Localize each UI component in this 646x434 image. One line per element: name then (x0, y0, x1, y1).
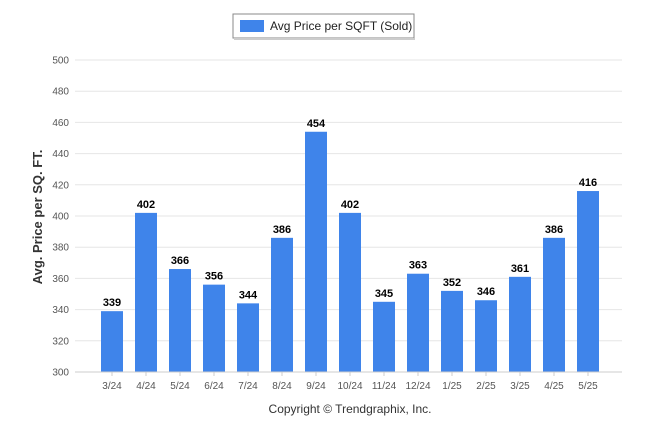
bar-2-25 (475, 300, 497, 372)
bar-value-label: 361 (511, 263, 529, 275)
bar-value-label: 345 (375, 288, 393, 300)
x-tick-label: 11/24 (372, 381, 397, 392)
bar-9-24 (305, 131, 327, 372)
bar-value-label: 339 (103, 297, 121, 309)
x-tick-label: 10/24 (337, 381, 362, 392)
bar-7-24 (237, 303, 259, 372)
bar-value-label: 356 (205, 271, 223, 283)
bar-10-24 (339, 212, 361, 372)
y-tick-label: 420 (52, 180, 69, 191)
bar-value-label: 416 (579, 177, 597, 189)
y-tick-label: 480 (52, 87, 69, 98)
legend-label: Avg Price per SQFT (Sold) (270, 19, 412, 33)
bar-value-labels: 339 402 366 356 344 386 454 402 345 363 352 346 361 3… (103, 118, 597, 309)
y-tick-label: 340 (52, 305, 69, 316)
bar-4-25 (543, 237, 565, 372)
bar-value-label: 352 (443, 277, 461, 289)
bar-1-25 (441, 290, 463, 372)
x-tick-label: 8/24 (272, 381, 292, 392)
x-tick-label: 5/25 (578, 381, 598, 392)
bar-value-label: 363 (409, 260, 427, 272)
bar-value-label: 346 (477, 286, 495, 298)
bar-5-25 (577, 191, 599, 372)
bar-8-24 (271, 237, 293, 372)
bar-value-label: 402 (341, 199, 359, 211)
x-tick-label: 4/25 (544, 381, 564, 392)
bar-5-24 (169, 269, 191, 372)
bar-12-24 (407, 273, 429, 372)
bar-6-24 (203, 284, 225, 372)
x-tick-label: 5/24 (170, 381, 190, 392)
y-tick-label: 360 (52, 274, 69, 285)
x-tick-label: 3/24 (102, 381, 122, 392)
legend-swatch (240, 20, 264, 32)
bar-3-25 (509, 276, 531, 372)
bar-value-label: 386 (273, 224, 291, 236)
x-tick-label: 2/25 (476, 381, 496, 392)
bar-3-24 (101, 311, 123, 372)
legend-box-shadow (234, 38, 415, 40)
bar-4-24 (135, 212, 157, 372)
y-tick-label: 460 (52, 118, 69, 129)
x-tick-label: 1/25 (442, 381, 462, 392)
copyright-text: Copyright © Trendgraphix, Inc. (269, 402, 432, 416)
y-tick-label: 500 (52, 56, 69, 67)
y-axis-ticks: 300 320 340 360 380 400 420 440 460 480 500 (52, 56, 69, 379)
bar-value-label: 366 (171, 255, 189, 267)
y-tick-label: 300 (52, 368, 69, 379)
x-tick-label: 12/24 (405, 381, 430, 392)
y-axis-title: Avg. Price per SQ. FT. (30, 150, 45, 285)
bar-value-label: 386 (545, 224, 563, 236)
y-tick-label: 440 (52, 149, 69, 160)
x-tick-label: 4/24 (136, 381, 156, 392)
bars (101, 131, 599, 372)
legend: Avg Price per SQFT (Sold) (232, 13, 415, 40)
y-tick-label: 400 (52, 212, 69, 223)
x-tick-label: 9/24 (306, 381, 326, 392)
bar-11-24 (373, 301, 395, 372)
bar-value-label: 402 (137, 199, 155, 211)
x-tick-label: 3/25 (510, 381, 530, 392)
x-axis-ticks: 3/24 4/24 5/24 6/24 7/24 8/24 9/24 10/24 11/24 12… (102, 372, 598, 392)
x-tick-label: 6/24 (204, 381, 224, 392)
x-tick-label: 7/24 (238, 381, 258, 392)
bar-value-label: 454 (307, 118, 326, 130)
y-tick-label: 320 (52, 336, 69, 347)
bar-value-label: 344 (239, 289, 258, 301)
y-tick-label: 380 (52, 243, 69, 254)
